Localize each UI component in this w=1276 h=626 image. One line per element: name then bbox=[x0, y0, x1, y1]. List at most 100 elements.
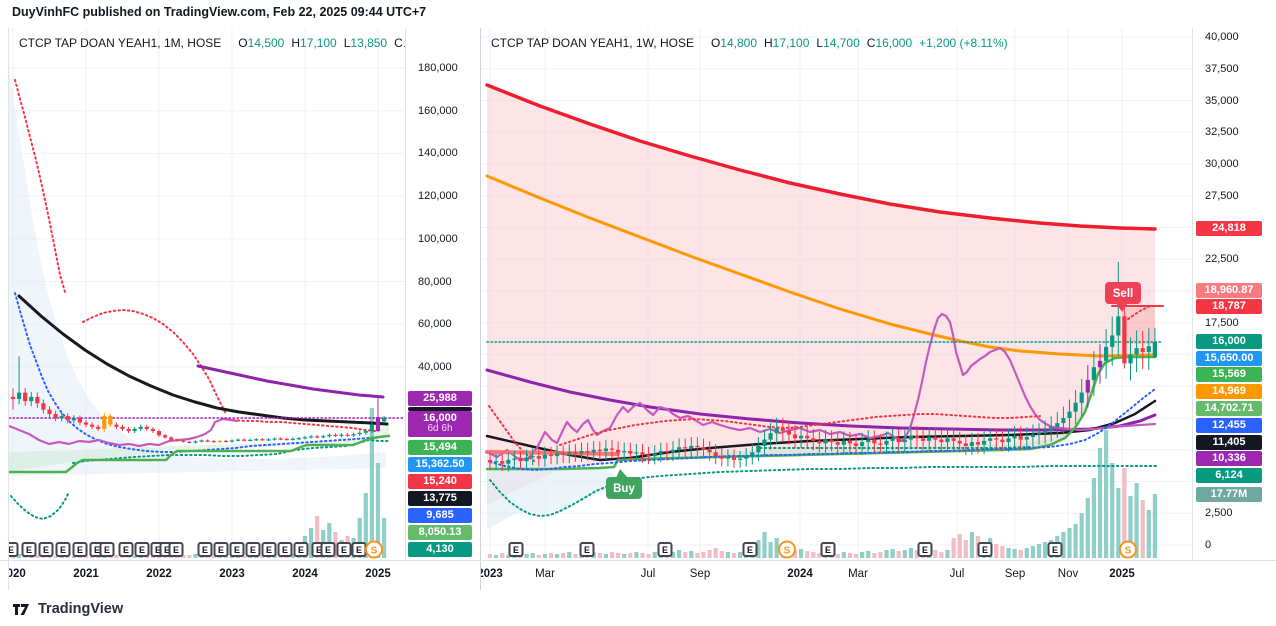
earnings-badge[interactable]: E bbox=[213, 542, 229, 557]
earnings-badge[interactable]: E bbox=[977, 542, 993, 557]
volume-bar bbox=[375, 463, 381, 558]
price-badge: 15,494 bbox=[408, 440, 472, 455]
earnings-badge[interactable]: E bbox=[320, 542, 336, 557]
candle-body bbox=[1097, 360, 1103, 368]
time-axis-weekly[interactable]: 2023 Mar Jul Sep 2024 Mar Jul Sep Nov 2025 bbox=[481, 564, 1192, 590]
panel-divider[interactable] bbox=[480, 28, 481, 590]
candle-body bbox=[982, 440, 987, 445]
earnings-badge[interactable]: E bbox=[917, 542, 933, 557]
support-red-flat bbox=[485, 450, 620, 456]
earnings-badge[interactable]: E bbox=[21, 542, 37, 557]
candle-body bbox=[1146, 346, 1151, 352]
chart-panel-weekly[interactable]: E E E E E E E E S S Buy Sell CTCP TAP DOAN YEAH1, 1… bbox=[481, 28, 1192, 590]
candle-body bbox=[229, 440, 235, 442]
svg-text:E: E bbox=[825, 545, 831, 555]
candle-body bbox=[579, 451, 584, 454]
earnings-badge[interactable]: E bbox=[245, 542, 261, 557]
earnings-badge[interactable]: E bbox=[351, 542, 367, 557]
candle-body bbox=[975, 442, 981, 445]
price-scale-weekly[interactable]: 40,000 37,500 35,000 32,500 30,000 27,500 22,5… bbox=[1192, 28, 1276, 560]
earnings-badge[interactable]: E bbox=[99, 542, 115, 557]
candle-body bbox=[811, 438, 816, 441]
candle-body bbox=[725, 457, 730, 459]
candle-body bbox=[339, 434, 344, 436]
price-scale-label: 140,000 bbox=[418, 147, 458, 160]
earnings-badge[interactable]: E bbox=[229, 542, 245, 557]
split-badge[interactable]: S bbox=[365, 540, 383, 559]
attribution-text: DuyVinhFC published on TradingView.com, … bbox=[12, 5, 427, 19]
earnings-badge[interactable]: E bbox=[657, 542, 673, 557]
resistance-red bbox=[485, 83, 1157, 231]
volume-bar bbox=[211, 555, 216, 558]
candle-body bbox=[689, 445, 694, 449]
price-scale-label: 22,500 bbox=[1205, 253, 1239, 266]
candle-body bbox=[677, 447, 682, 450]
earnings-badge[interactable]: E bbox=[197, 542, 213, 557]
candle-body bbox=[120, 426, 125, 429]
earnings-badge[interactable]: E bbox=[508, 542, 524, 557]
chart-surface-monthly[interactable]: EEEEEEEEEEEEEEEEEEEEEEES bbox=[9, 28, 406, 560]
svg-text:E: E bbox=[94, 545, 100, 555]
candle-body bbox=[35, 396, 40, 404]
candle-body bbox=[530, 456, 535, 458]
earnings-badge[interactable]: E bbox=[277, 542, 293, 557]
chart-panel-monthly[interactable]: EEEEEEEEEEEEEEEEEEEEEEES CTCP TAP DOAN Y… bbox=[8, 28, 406, 590]
price-scale-monthly[interactable]: 180,000 160,000 140,000 120,000 100,000 80,00… bbox=[405, 28, 479, 560]
volume-bar bbox=[1000, 546, 1005, 558]
volume-bar bbox=[315, 516, 320, 558]
earnings-badge[interactable]: E bbox=[336, 542, 352, 557]
candle-body bbox=[896, 438, 901, 443]
sar-blue bbox=[489, 388, 1156, 471]
candle-body bbox=[658, 451, 663, 454]
price-scale-label: 160,000 bbox=[418, 104, 458, 117]
ohlc-value: 17,100 bbox=[772, 36, 810, 50]
earnings-badge[interactable]: E bbox=[9, 542, 19, 557]
volume-bar bbox=[223, 556, 229, 558]
split-badge[interactable]: S bbox=[778, 540, 796, 559]
earnings-badge[interactable]: E bbox=[742, 542, 758, 557]
candle-body bbox=[102, 416, 107, 429]
candle-body bbox=[792, 434, 798, 439]
candle-body bbox=[640, 452, 645, 455]
candle-body bbox=[199, 440, 204, 442]
volume-bar bbox=[957, 534, 962, 558]
earnings-badge[interactable]: E bbox=[118, 542, 134, 557]
volume-bar bbox=[872, 553, 877, 558]
svg-text:S: S bbox=[1125, 546, 1132, 557]
candle-body bbox=[799, 435, 804, 439]
candle-body bbox=[327, 434, 332, 437]
svg-text:E: E bbox=[155, 545, 161, 555]
volume-bar bbox=[1128, 496, 1133, 558]
volume-bar bbox=[811, 552, 816, 558]
earnings-badge[interactable]: E bbox=[579, 542, 595, 557]
earnings-badge[interactable]: E bbox=[168, 542, 184, 557]
earnings-badge[interactable]: E bbox=[134, 542, 150, 557]
earnings-badge[interactable]: E bbox=[1047, 542, 1063, 557]
svg-text:E: E bbox=[139, 545, 145, 555]
split-badge[interactable]: S bbox=[1119, 540, 1137, 559]
earnings-badge[interactable]: E bbox=[55, 542, 71, 557]
candle-body bbox=[41, 403, 46, 410]
candle-body bbox=[908, 435, 913, 440]
earnings-badge[interactable]: E bbox=[820, 542, 836, 557]
volume-bar bbox=[841, 552, 846, 558]
ohlc-letter: H bbox=[764, 36, 773, 50]
time-label: Sep bbox=[1004, 568, 1026, 580]
volume-bar bbox=[597, 553, 602, 558]
candle-body bbox=[847, 440, 852, 444]
candle-body bbox=[561, 453, 566, 455]
candle-body bbox=[695, 445, 700, 448]
earnings-badge[interactable]: E bbox=[293, 542, 309, 557]
sell-zone bbox=[1122, 306, 1155, 344]
earnings-badge[interactable]: E bbox=[72, 542, 88, 557]
candle-body bbox=[634, 452, 639, 454]
volume-bar bbox=[1043, 542, 1048, 558]
volume-bar bbox=[555, 554, 560, 558]
volume-bar bbox=[1079, 513, 1084, 558]
candle-body bbox=[652, 453, 657, 457]
earnings-badge[interactable]: E bbox=[261, 542, 277, 557]
candle-body bbox=[951, 438, 956, 441]
earnings-badge[interactable]: E bbox=[38, 542, 54, 557]
chart-surface-weekly[interactable]: E E E E E E E E S S Buy Sell bbox=[481, 28, 1192, 560]
